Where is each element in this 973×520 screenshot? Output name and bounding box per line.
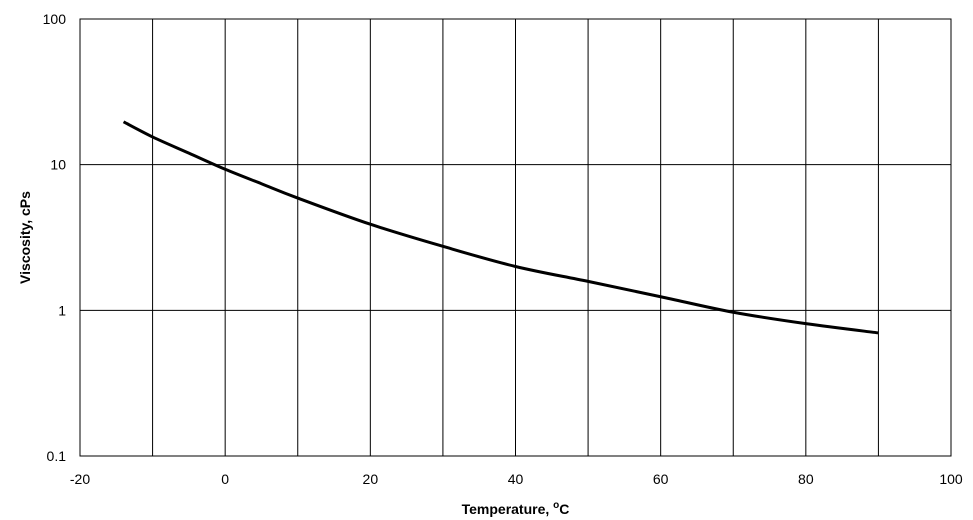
x-axis-title-text: Temperature, xyxy=(462,501,554,517)
y-axis-title: Viscosity, cPs xyxy=(17,191,33,284)
y-tick-label: 0.1 xyxy=(47,448,67,464)
x-tick-label: 80 xyxy=(798,471,814,487)
viscosity-series-line xyxy=(122,120,879,335)
x-tick-label: 20 xyxy=(363,471,379,487)
x-tick-label: 40 xyxy=(508,471,524,487)
x-tick-label: 0 xyxy=(221,471,229,487)
y-tick-label: 100 xyxy=(43,11,67,27)
x-tick-label: 60 xyxy=(653,471,669,487)
x-tick-label: -20 xyxy=(70,471,90,487)
plot-area-frame xyxy=(79,18,952,457)
x-tick-label: 100 xyxy=(939,471,963,487)
series-layer xyxy=(122,120,879,335)
vertical-gridlines xyxy=(152,19,879,456)
y-tick-labels: 0.1 1 10 100 xyxy=(43,11,67,464)
x-axis-title: Temperature, oC xyxy=(462,500,570,517)
x-tick-labels: -20 0 20 40 60 80 100 xyxy=(70,471,963,487)
x-axis-title-degree: o xyxy=(553,500,559,511)
x-axis-title-unit: C xyxy=(559,501,569,517)
y-tick-label: 1 xyxy=(58,302,66,318)
y-tick-label: 10 xyxy=(50,157,66,173)
